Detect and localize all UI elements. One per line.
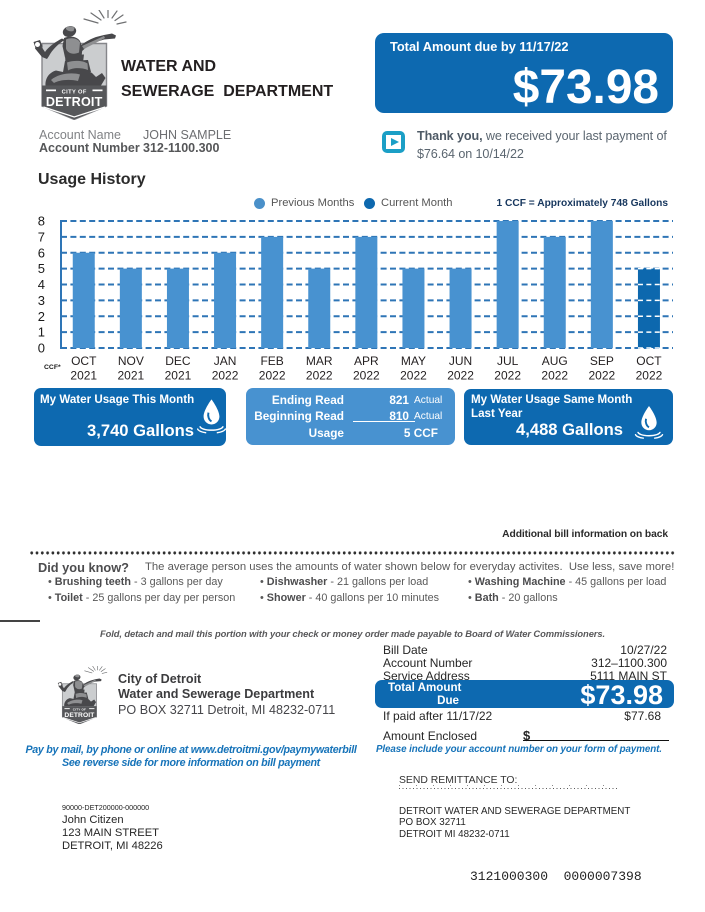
- svg-text:2022: 2022: [541, 369, 568, 383]
- svg-text:OCT: OCT: [636, 354, 662, 368]
- svg-text:JUN: JUN: [449, 354, 472, 368]
- svg-text:6: 6: [38, 245, 45, 260]
- svg-text:FEB: FEB: [260, 354, 283, 368]
- svg-text:JUL: JUL: [497, 354, 519, 368]
- svg-text:DETROIT: DETROIT: [46, 95, 103, 109]
- svg-text:SEP: SEP: [590, 354, 614, 368]
- svg-text:NOV: NOV: [118, 354, 144, 368]
- svg-text:2021: 2021: [70, 369, 97, 383]
- svg-text:2022: 2022: [400, 369, 427, 383]
- svg-text:0: 0: [38, 341, 45, 356]
- svg-text:2022: 2022: [588, 369, 615, 383]
- svg-text:2022: 2022: [212, 369, 239, 383]
- svg-text:APR: APR: [354, 354, 379, 368]
- svg-text:2022: 2022: [494, 369, 521, 383]
- svg-text:2022: 2022: [447, 369, 474, 383]
- svg-text:7: 7: [38, 229, 45, 244]
- svg-text:DETROIT: DETROIT: [64, 712, 94, 719]
- svg-text:CCF*: CCF*: [44, 364, 61, 371]
- svg-text:2: 2: [38, 309, 45, 324]
- svg-text:JAN: JAN: [214, 354, 237, 368]
- svg-text:DEC: DEC: [165, 354, 191, 368]
- svg-text:5: 5: [38, 261, 45, 276]
- svg-text:CITY OF: CITY OF: [73, 707, 86, 711]
- svg-text:3: 3: [38, 293, 45, 308]
- svg-text:2022: 2022: [306, 369, 333, 383]
- svg-text:1: 1: [38, 325, 45, 340]
- svg-text:AUG: AUG: [542, 354, 568, 368]
- svg-text:2022: 2022: [636, 369, 663, 383]
- svg-text:2021: 2021: [117, 369, 144, 383]
- svg-text:4: 4: [38, 277, 45, 292]
- svg-text:MAR: MAR: [306, 354, 333, 368]
- svg-text:MAY: MAY: [401, 354, 426, 368]
- svg-text:2021: 2021: [165, 369, 192, 383]
- svg-text:CITY OF: CITY OF: [62, 89, 87, 95]
- svg-text:2022: 2022: [259, 369, 286, 383]
- svg-text:2022: 2022: [353, 369, 380, 383]
- svg-text:OCT: OCT: [71, 354, 97, 368]
- svg-text:8: 8: [38, 214, 45, 229]
